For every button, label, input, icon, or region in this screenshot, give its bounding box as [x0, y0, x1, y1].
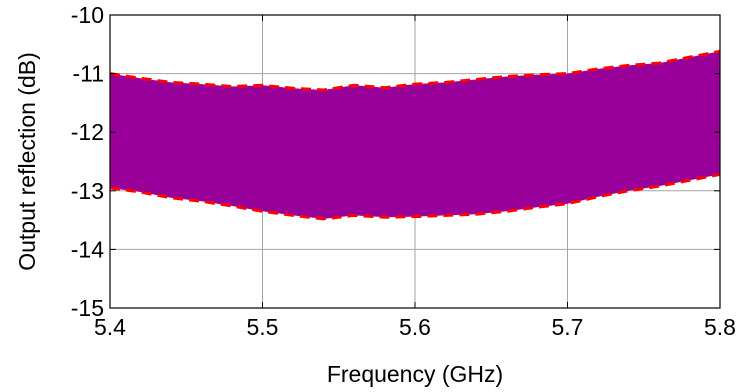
upper-bound-line [109, 49, 721, 92]
band-layer [109, 49, 721, 221]
band-fill [110, 51, 720, 219]
y-tick-label: -10 [71, 2, 104, 28]
x-tick-label: 5.6 [399, 314, 431, 340]
y-tick-label: -13 [71, 178, 104, 204]
x-tick-label: 5.4 [94, 314, 126, 340]
tick-layer: 5.4 5.5 5.6 5.7 5.8 -15 -14 -13 -12 -11 -10 [71, 2, 736, 340]
y-tick-label: -12 [71, 119, 104, 145]
y-tick-label: -11 [72, 61, 104, 87]
x-tick-label: 5.7 [552, 314, 584, 340]
y-tick-label: -15 [71, 295, 104, 321]
x-axis-title: Frequency (GHz) [327, 361, 503, 387]
x-tick-label: 5.8 [704, 314, 736, 340]
lower-bound-line [109, 172, 721, 221]
y-axis-title: Output reflection (dB) [14, 52, 40, 271]
y-tick-label: -14 [71, 236, 104, 262]
x-tick-label: 5.5 [247, 314, 279, 340]
